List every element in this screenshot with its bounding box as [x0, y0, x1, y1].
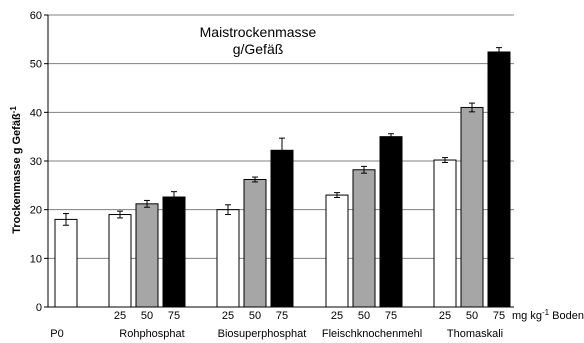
chart-title: Maistrockenmasse: [200, 24, 317, 40]
category-label: Fleischknochenmehl: [322, 328, 422, 340]
dose-label: 50: [358, 310, 370, 322]
bar: [243, 178, 267, 308]
dose-label: 25: [222, 310, 234, 322]
y-axis: 0 10 20 30 40 50 60: [30, 10, 514, 314]
x-labels: P0 25 50 75 Rohphosphat 25 50 75 Biosuperphospha…: [50, 310, 505, 340]
dose-label: 25: [331, 310, 343, 322]
bar: [108, 214, 132, 308]
y-tick-label: 20: [30, 205, 42, 217]
chart-subtitle: g/Gefäß: [233, 41, 284, 57]
y-tick-label: 30: [30, 156, 42, 168]
bar: [325, 194, 349, 308]
y-tick-label: 40: [30, 107, 42, 119]
y-axis-label-main: Trockenmasse g Gefäß: [11, 113, 23, 234]
y-axis-label-sup: -1: [9, 106, 18, 114]
y-tick-label: 60: [30, 10, 42, 22]
dose-label: 25: [114, 310, 126, 322]
bar: [135, 203, 159, 308]
dose-unit: mg kg: [512, 310, 542, 322]
bar: [352, 169, 376, 308]
bar: [433, 159, 457, 308]
bar: [379, 136, 403, 308]
bar: [162, 196, 186, 308]
bar: [216, 209, 240, 308]
bar: [460, 106, 484, 308]
dose-unit-sup: -1: [542, 308, 550, 317]
dose-unit-label: mg kg-1 Boden: [512, 308, 584, 322]
bars: [54, 47, 511, 308]
y-tick-label: 10: [30, 253, 42, 265]
dose-unit-tail: Boden: [549, 310, 584, 322]
y-tick-label: 50: [30, 59, 42, 71]
category-label: P0: [50, 328, 63, 340]
dose-label: 50: [249, 310, 261, 322]
bar: [54, 218, 78, 308]
category-label: Biosuperphosphat: [218, 328, 307, 340]
bar: [270, 149, 294, 308]
dose-label: 75: [168, 310, 180, 322]
dose-label: 75: [276, 310, 288, 322]
dose-label: 50: [466, 310, 478, 322]
category-label: Thomaskali: [447, 328, 503, 340]
dose-label: 75: [385, 310, 397, 322]
dose-label: 75: [493, 310, 505, 322]
y-axis-label: Trockenmasse g Gefäß-1: [9, 106, 23, 234]
category-label: Rohphosphat: [119, 328, 184, 340]
y-tick-label: 0: [36, 302, 42, 314]
dose-label: 25: [439, 310, 451, 322]
bar: [487, 51, 511, 308]
dose-label: 50: [141, 310, 153, 322]
